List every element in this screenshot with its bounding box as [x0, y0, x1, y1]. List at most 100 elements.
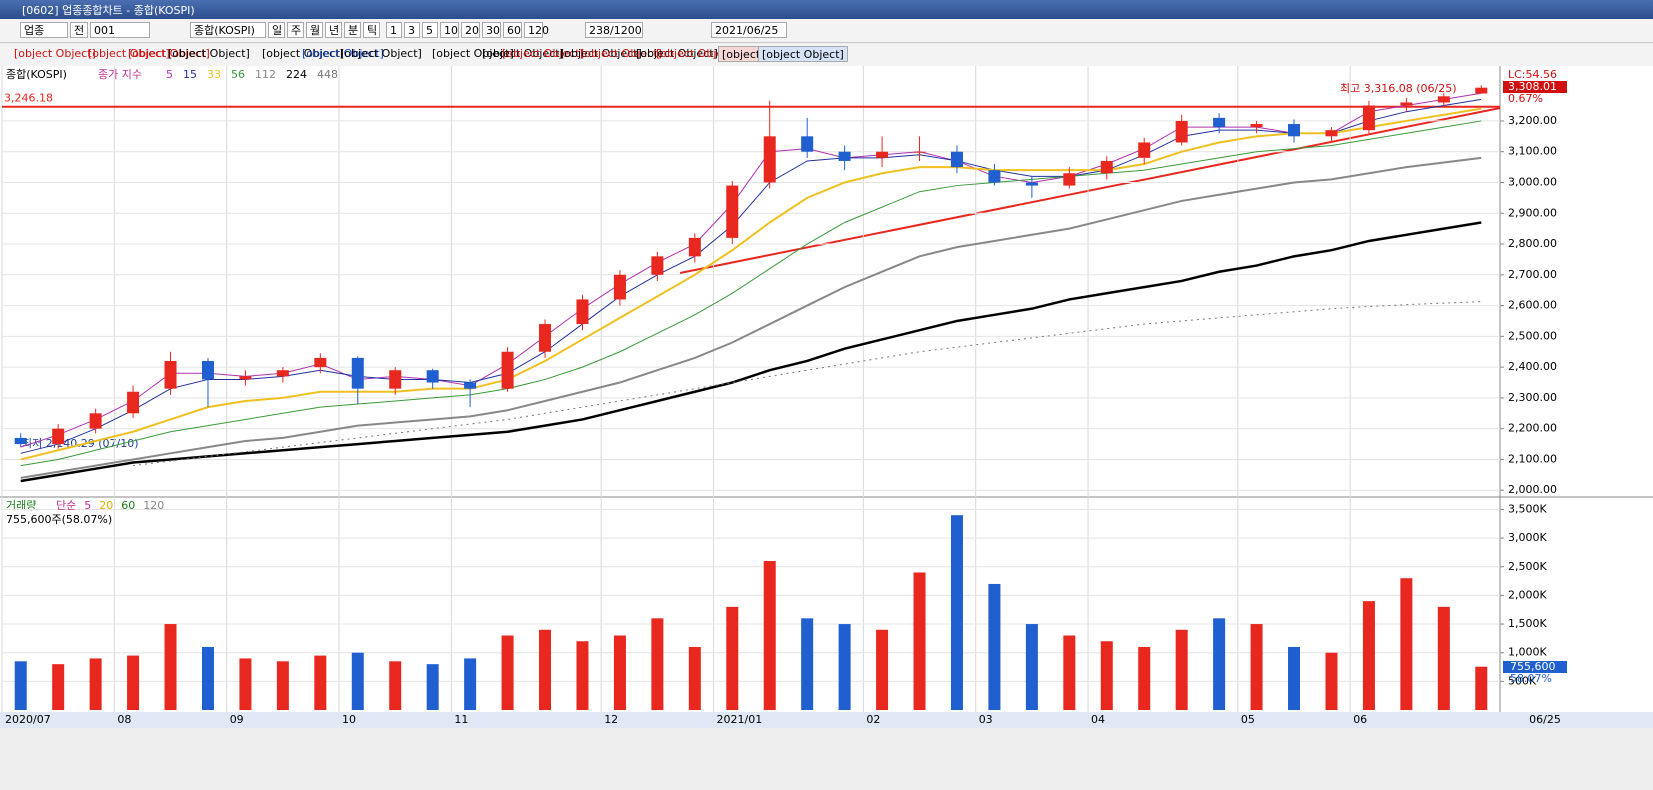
- volume-bar: [763, 561, 776, 710]
- candle-body: [239, 376, 252, 380]
- candle-body: [14, 437, 27, 445]
- quote-text: [object Object]: [88, 47, 170, 60]
- legend-item: 120: [143, 499, 164, 512]
- interval-button[interactable]: 10: [440, 22, 459, 38]
- chart: 종합(KOSPI) 종가 지수 최고 3,316.08 (06/25) 최저 2…: [0, 66, 1653, 790]
- candle-body: [763, 136, 776, 183]
- candle-body: [838, 151, 851, 161]
- candle-body: [314, 357, 327, 368]
- interval-button[interactable]: 120: [524, 22, 549, 38]
- title-bar: [0602] 업종종합차트 - 종합(KOSPI): [0, 0, 1653, 19]
- right-label: LC:54.56: [1508, 68, 1557, 81]
- candle-body: [1437, 96, 1450, 103]
- period-button[interactable]: 년: [325, 22, 342, 38]
- legend-item: 단순: [56, 499, 76, 512]
- volume-bar: [876, 629, 889, 710]
- candle-body: [389, 370, 402, 389]
- candle-body: [1213, 117, 1226, 128]
- toolbar: 업종 전 001 종합(KOSPI) 일 주 월 년 분 틱 1 3 5 10 20 30 60 120 238/1…: [0, 20, 1653, 43]
- ma-line: [20, 120, 1482, 467]
- y-tick-label: 3,100.00: [1508, 145, 1557, 158]
- legend-item: 5: [166, 68, 173, 81]
- period-button[interactable]: 월: [306, 22, 323, 38]
- quote-text: [object Object]: [262, 47, 344, 60]
- y-tick-label: 2,700.00: [1508, 268, 1557, 281]
- candle-body: [426, 370, 439, 383]
- volume-bar: [838, 624, 851, 710]
- h-line-label: 3,246.18: [4, 92, 53, 105]
- period-button[interactable]: 분: [344, 22, 361, 38]
- candle-body: [1250, 124, 1263, 128]
- interval-button[interactable]: 5: [422, 22, 438, 38]
- right-label: 0.67%: [1508, 92, 1543, 105]
- volume-bar: [314, 655, 327, 710]
- interval-button[interactable]: 1: [386, 22, 402, 38]
- price-marker: [1503, 81, 1567, 93]
- x-tick-label: 06: [1353, 713, 1367, 726]
- volume-bar: [239, 658, 252, 710]
- candle-body: [801, 136, 814, 152]
- volume-bar: [613, 635, 626, 710]
- volume-bar: [1213, 618, 1226, 710]
- y-tick-label: 2,900.00: [1508, 206, 1557, 219]
- order-button[interactable]: [object Object]: [758, 46, 848, 62]
- volume-bar: [1362, 601, 1375, 710]
- quote-text: [object Object]: [580, 47, 662, 60]
- volume-title: 거래량: [6, 499, 36, 512]
- candle-body: [464, 382, 477, 389]
- candle-body: [688, 237, 701, 257]
- legend-item: 224: [286, 68, 307, 81]
- volume-bar: [576, 641, 589, 710]
- name-field[interactable]: 종합(KOSPI): [190, 22, 266, 38]
- volume-bar: [201, 646, 214, 710]
- y-tick-label: 3,000.00: [1508, 175, 1557, 188]
- interval-button[interactable]: 20: [461, 22, 480, 38]
- ma-line: [20, 107, 1482, 461]
- interval-button[interactable]: 30: [482, 22, 501, 38]
- y-tick-label: 2,800.00: [1508, 237, 1557, 250]
- candle-body: [913, 151, 926, 153]
- y-tick-label: 2,500K: [1508, 560, 1547, 573]
- period-button[interactable]: 틱: [363, 22, 380, 38]
- quote-text: [object Object]: [636, 47, 718, 60]
- code-input[interactable]: 001: [90, 22, 150, 38]
- market-select[interactable]: 업종: [20, 22, 68, 38]
- interval-button[interactable]: 60: [503, 22, 522, 38]
- volume-bar: [1400, 578, 1413, 710]
- interval-button[interactable]: 3: [404, 22, 420, 38]
- volume-bar: [539, 629, 552, 710]
- scrollbar[interactable]: [0, 728, 1653, 790]
- y-tick-label: 2,400.00: [1508, 360, 1557, 373]
- legend-item: 448: [317, 68, 338, 81]
- volume-current: 755,600주(58.07%): [6, 513, 112, 526]
- legend-item: 112: [255, 68, 276, 81]
- volume-bar: [52, 664, 65, 710]
- volume-bar: [389, 661, 402, 710]
- volume-bar: [464, 658, 477, 710]
- prev-button[interactable]: 전: [70, 22, 88, 38]
- volume-bar: [164, 624, 177, 710]
- volume-bar: [89, 658, 102, 710]
- ma-line: [20, 92, 1482, 448]
- candle-body: [1400, 102, 1413, 106]
- volume-bar: [1025, 624, 1038, 710]
- candle-body: [351, 357, 364, 389]
- y-tick-label: 2,000.00: [1508, 483, 1557, 496]
- x-tick-label: 12: [604, 713, 618, 726]
- ma-line: [20, 98, 1482, 454]
- volume-bar: [426, 664, 439, 710]
- volume-bar: [688, 646, 701, 710]
- quote-text: [object Object]: [482, 47, 564, 60]
- y-tick-label: 3,200.00: [1508, 114, 1557, 127]
- volume-bar: [1325, 652, 1338, 710]
- period-button[interactable]: 일: [268, 22, 285, 38]
- x-axis-strip: [0, 712, 1653, 728]
- date-field[interactable]: 2021/06/25: [711, 22, 787, 38]
- volume-bar: [726, 606, 739, 710]
- count-field[interactable]: 238/1200: [585, 22, 643, 38]
- y-tick-label: 3,500K: [1508, 502, 1547, 515]
- x-tick-label: 04: [1091, 713, 1105, 726]
- y-tick-label: 2,100.00: [1508, 452, 1557, 465]
- period-button[interactable]: 주: [287, 22, 304, 38]
- candle-body: [651, 256, 664, 275]
